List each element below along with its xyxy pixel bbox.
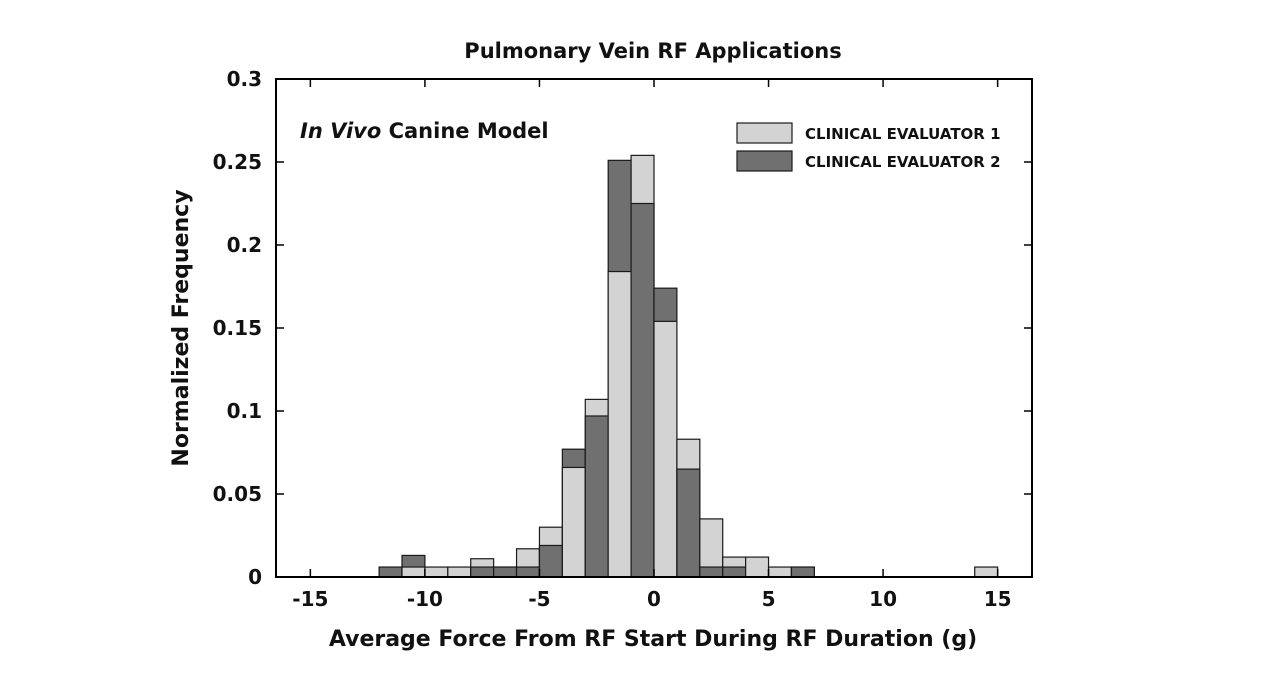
legend-swatch-1 bbox=[736, 122, 793, 144]
x-tick-label: 5 bbox=[762, 587, 776, 611]
x-tick-label: -10 bbox=[407, 587, 443, 611]
bar-series2-bin-2 bbox=[699, 566, 724, 578]
bar-series1-bin-4 bbox=[745, 556, 770, 578]
bar-series1-bin--11 bbox=[401, 566, 426, 578]
x-tick-label: -15 bbox=[292, 587, 328, 611]
x-axis-label: Average Force From RF Start During RF Du… bbox=[329, 627, 977, 652]
bar-series1-bin-0 bbox=[653, 320, 678, 578]
bar-series1-bin--4 bbox=[561, 466, 586, 578]
y-tick-label: 0.15 bbox=[213, 316, 262, 340]
bar-series2-bin-3 bbox=[722, 566, 747, 578]
ticks-layer: -15 -10 -5 0 5 10 15 0 0.05 0.1 0.15 0.2 0.25 0.3 bbox=[213, 67, 1032, 611]
bars-layer bbox=[378, 154, 999, 578]
x-tick-label: 0 bbox=[647, 587, 661, 611]
y-tick-label: 0.3 bbox=[227, 67, 262, 91]
bar-series2-bin-6 bbox=[790, 566, 815, 578]
bar-series2-bin--5 bbox=[538, 544, 563, 578]
x-tick-label: 10 bbox=[869, 587, 897, 611]
bar-series2-bin--7 bbox=[493, 566, 518, 578]
x-tick-label: -5 bbox=[528, 587, 550, 611]
bar-series2-bin-1 bbox=[676, 468, 701, 578]
bar-series2-bin--1 bbox=[630, 202, 655, 578]
annotation-rest: Canine Model bbox=[389, 119, 549, 143]
bar-series1-bin--2 bbox=[607, 270, 632, 578]
annotation-italic: In Vivo bbox=[300, 119, 381, 143]
bar-series2-bin--12 bbox=[378, 566, 403, 578]
y-tick-label: 0 bbox=[248, 565, 262, 589]
y-tick-label: 0.05 bbox=[213, 482, 262, 506]
bar-series2-bin--3 bbox=[584, 415, 609, 578]
bar-series1-bin--9 bbox=[447, 566, 472, 578]
model-annotation: In Vivo Canine Model bbox=[300, 119, 549, 143]
y-tick-label: 0.25 bbox=[213, 150, 262, 174]
chart-title: Pulmonary Vein RF Applications bbox=[464, 39, 841, 63]
y-axis-label: Normalized Frequency bbox=[169, 189, 194, 466]
x-tick-label: 15 bbox=[984, 587, 1012, 611]
legend-label-2: CLINICAL EVALUATOR 2 bbox=[805, 153, 1001, 171]
bar-series1-bin--10 bbox=[424, 566, 449, 578]
legend-swatch-2 bbox=[736, 150, 793, 172]
bar-series2-bin--8 bbox=[470, 566, 495, 578]
legend: CLINICAL EVALUATOR 1 CLINICAL EVALUATOR 2 bbox=[736, 122, 1001, 172]
legend-label-1: CLINICAL EVALUATOR 1 bbox=[805, 125, 1001, 143]
bar-series1-bin-14 bbox=[974, 566, 999, 578]
y-tick-label: 0.2 bbox=[227, 233, 262, 257]
bar-series2-bin--6 bbox=[515, 566, 541, 578]
y-tick-label: 0.1 bbox=[227, 399, 262, 423]
bar-series1-bin-5 bbox=[767, 566, 793, 578]
